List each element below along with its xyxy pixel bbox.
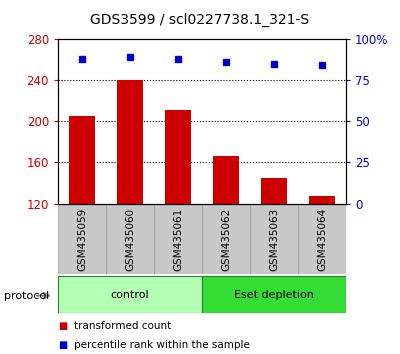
Bar [213,156,239,204]
Bar [154,205,202,274]
Bar [117,80,143,204]
Bar [298,205,346,274]
Text: ■: ■ [58,341,67,350]
Text: GSM435062: GSM435062 [221,208,231,272]
Bar [58,276,202,313]
Text: percentile rank within the sample: percentile rank within the sample [74,341,250,350]
Bar [165,110,191,204]
Text: GSM435064: GSM435064 [317,208,327,272]
Bar [202,205,250,274]
Text: GSM435061: GSM435061 [173,208,183,272]
Text: transformed count: transformed count [74,321,171,331]
Bar [261,178,287,204]
Text: GSM435059: GSM435059 [77,208,87,272]
Bar [250,205,298,274]
Bar [202,276,346,313]
Text: control: control [111,290,149,300]
Text: GDS3599 / scl0227738.1_321-S: GDS3599 / scl0227738.1_321-S [90,12,310,27]
Bar [309,196,335,204]
Bar [58,205,106,274]
Bar [69,116,95,204]
Text: GSM435063: GSM435063 [269,208,279,272]
Text: protocol: protocol [4,291,49,301]
Text: GSM435060: GSM435060 [125,208,135,272]
Text: Eset depletion: Eset depletion [234,290,314,300]
Bar [106,205,154,274]
Text: ■: ■ [58,321,67,331]
